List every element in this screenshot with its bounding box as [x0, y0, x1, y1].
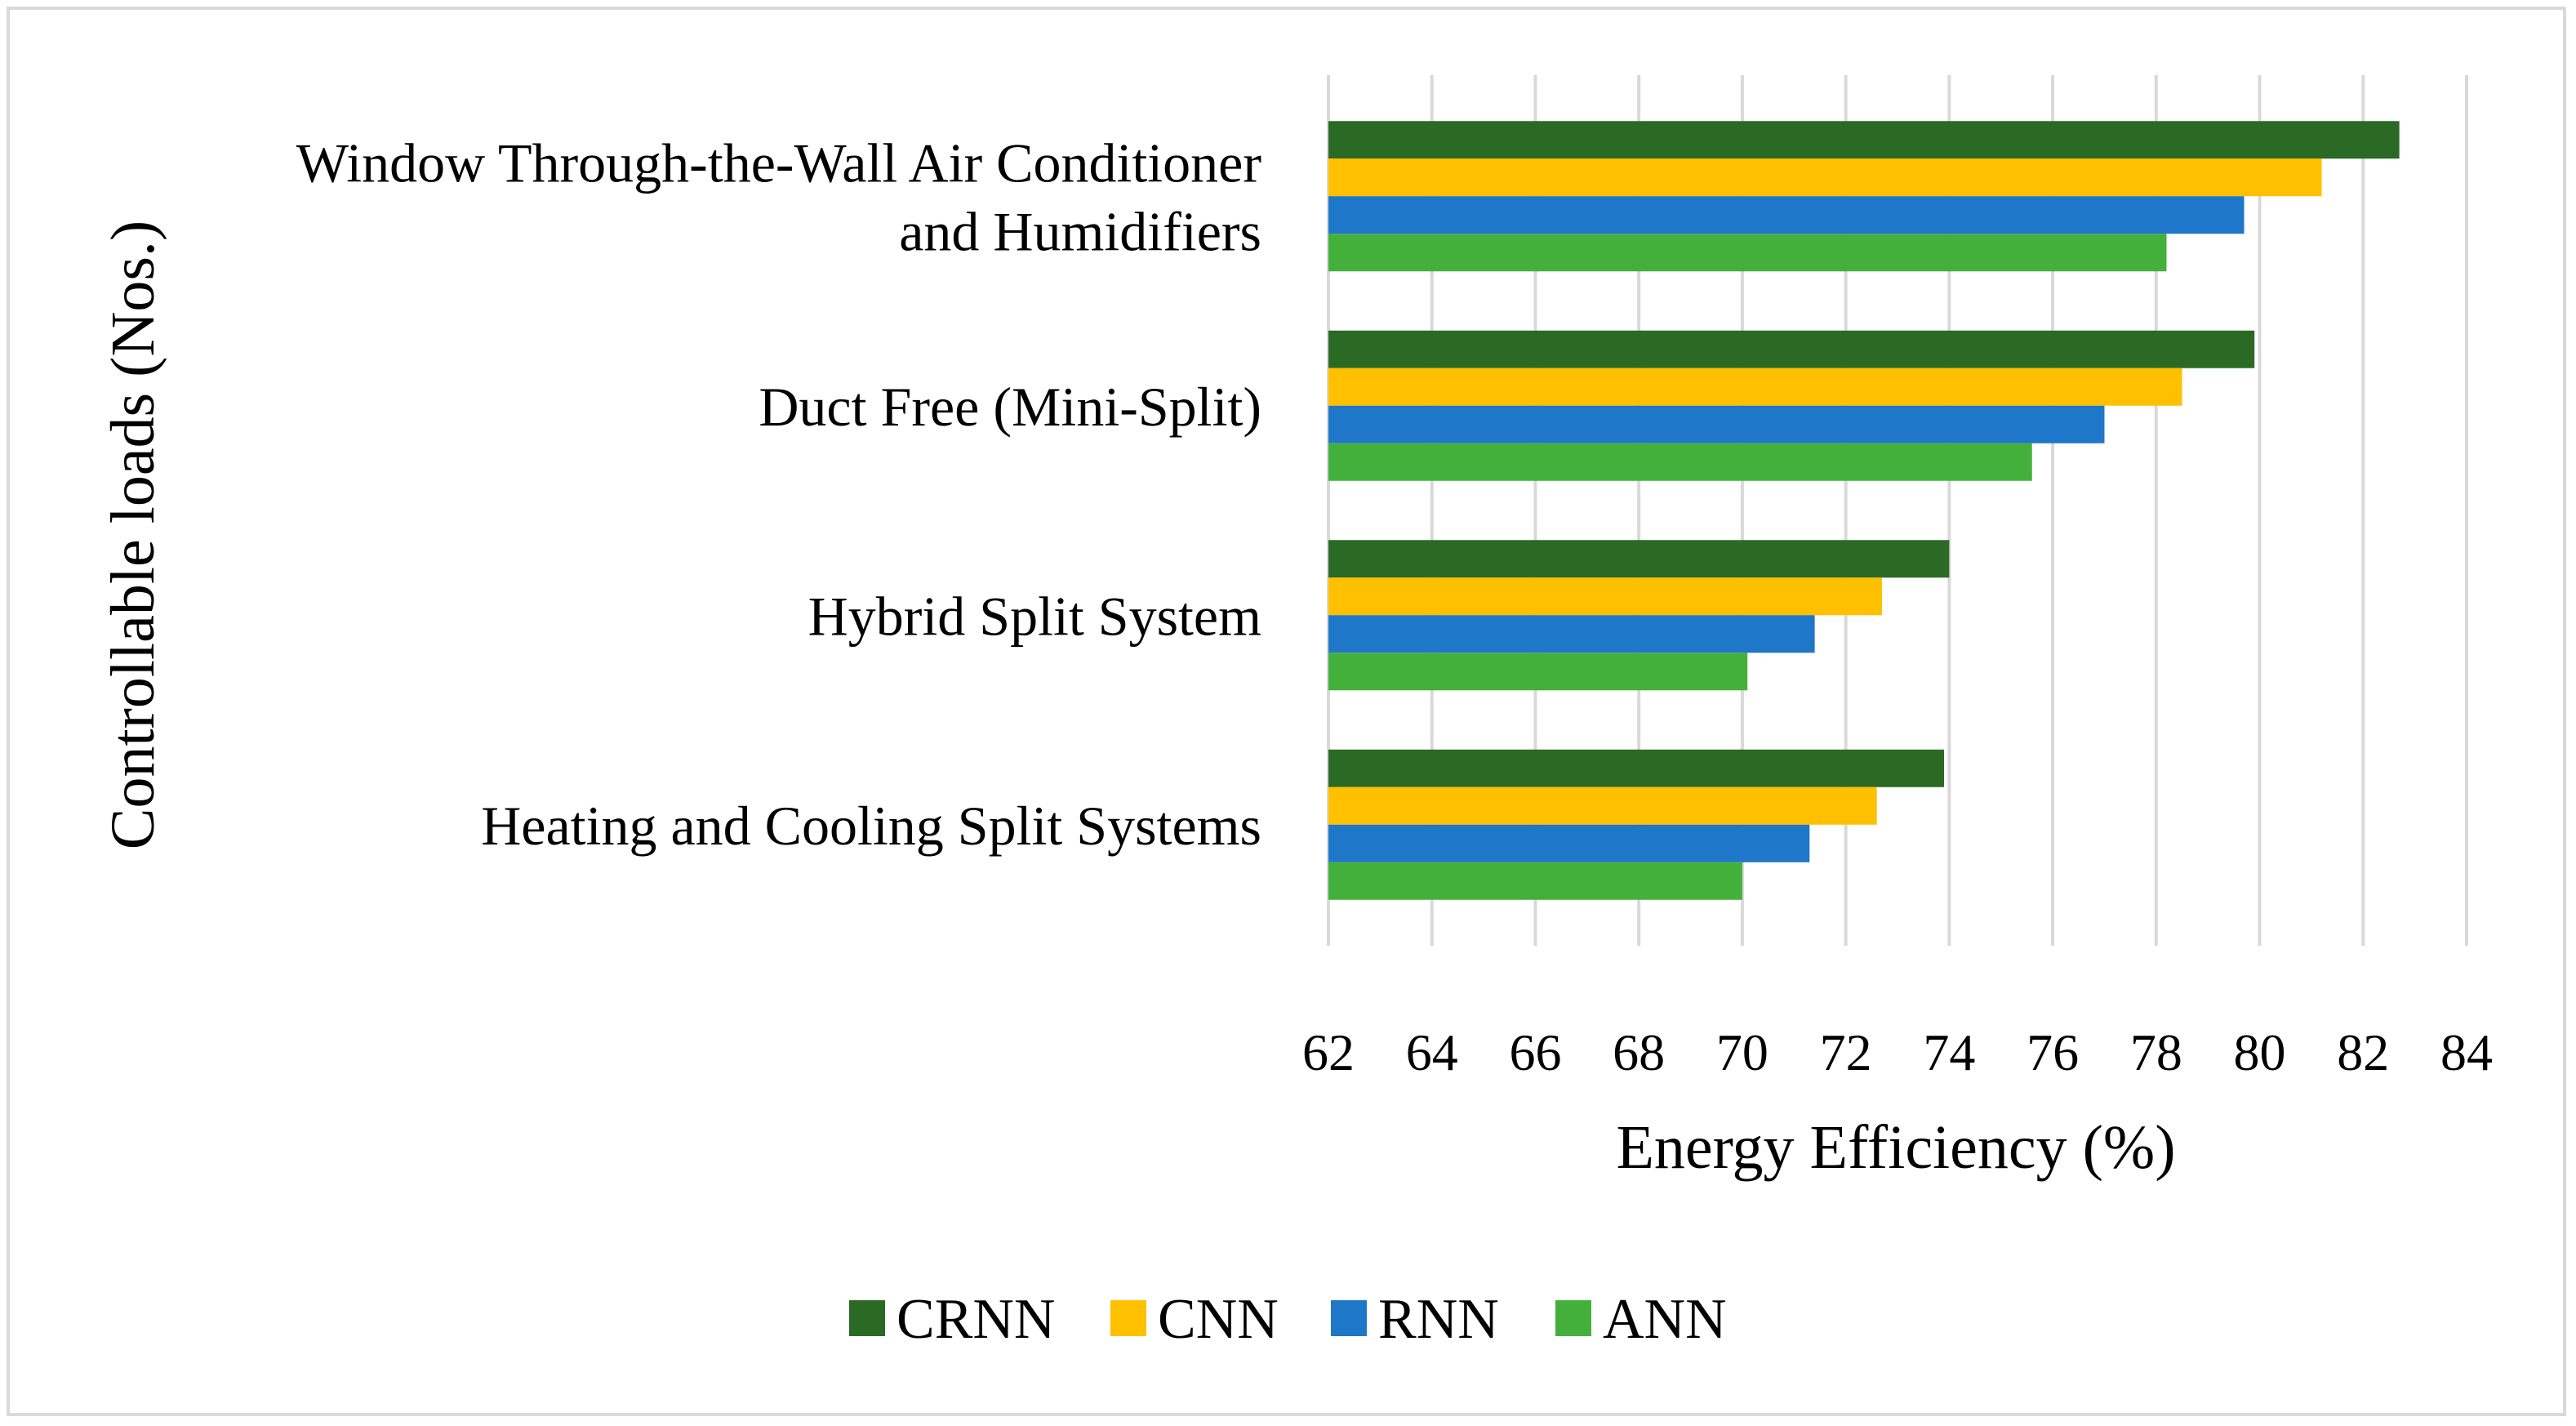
bar-cnn-2	[1328, 577, 1882, 616]
bar-ann-0	[1328, 234, 2167, 272]
legend-swatch-cnn	[1110, 1300, 1146, 1336]
bar-rnn-1	[1328, 405, 2105, 443]
y-axis-title: Controllable loads (Nos.)	[99, 221, 167, 849]
x-tick-labels: 62 64 66 68 70 72 74 76 78 80 82 84	[1302, 1023, 2493, 1081]
legend-label-ann: ANN	[1603, 1288, 1727, 1351]
bars	[1328, 121, 2400, 900]
legend-swatch-rnn	[1331, 1300, 1367, 1336]
category-label: Duct Free (Mini-Split)	[759, 376, 1261, 438]
x-tick-label: 82	[2337, 1023, 2389, 1081]
bar-cnn-3	[1328, 787, 1877, 825]
x-tick-label: 68	[1613, 1023, 1665, 1081]
x-tick-label: 66	[1509, 1023, 1561, 1081]
bar-crnn-0	[1328, 121, 2400, 159]
x-tick-label: 80	[2234, 1023, 2286, 1081]
x-tick-label: 64	[1406, 1023, 1458, 1081]
x-tick-label: 72	[1820, 1023, 1872, 1081]
bar-ann-2	[1328, 653, 1748, 691]
bar-cnn-1	[1328, 368, 2182, 406]
legend-label-cnn: CNN	[1158, 1288, 1279, 1351]
legend-label-crnn: CRNN	[896, 1288, 1055, 1351]
x-tick-label: 70	[1716, 1023, 1768, 1081]
bar-rnn-2	[1328, 615, 1815, 653]
legend-label-rnn: RNN	[1378, 1288, 1499, 1351]
category-labels: Window Through-the-Wall Air Conditionera…	[296, 131, 1262, 857]
x-tick-label: 78	[2130, 1023, 2182, 1081]
legend-swatch-ann	[1555, 1300, 1591, 1336]
legend-swatch-crnn	[849, 1300, 885, 1336]
category-label: and Humidifiers	[899, 200, 1261, 262]
bar-crnn-3	[1328, 749, 1945, 787]
bar-ann-1	[1328, 443, 2032, 481]
x-tick-label: 74	[1923, 1023, 1975, 1081]
bar-crnn-2	[1328, 540, 1950, 578]
category-label: Hybrid Split System	[808, 585, 1261, 647]
x-tick-label: 84	[2440, 1023, 2493, 1081]
x-tick-label: 62	[1302, 1023, 1355, 1081]
bar-rnn-0	[1328, 196, 2245, 234]
category-label: Window Through-the-Wall Air Conditioner	[296, 131, 1262, 194]
bar-ann-3	[1328, 862, 1742, 900]
x-tick-label: 76	[2027, 1023, 2079, 1081]
bar-cnn-0	[1328, 158, 2322, 197]
x-axis-title: Energy Efficiency (%)	[1616, 1113, 2175, 1182]
legend: CRNN CNN RNN ANN	[849, 1288, 1727, 1351]
bar-rnn-3	[1328, 824, 1810, 862]
bar-crnn-1	[1328, 330, 2255, 368]
category-label: Heating and Cooling Split Systems	[481, 795, 1261, 857]
